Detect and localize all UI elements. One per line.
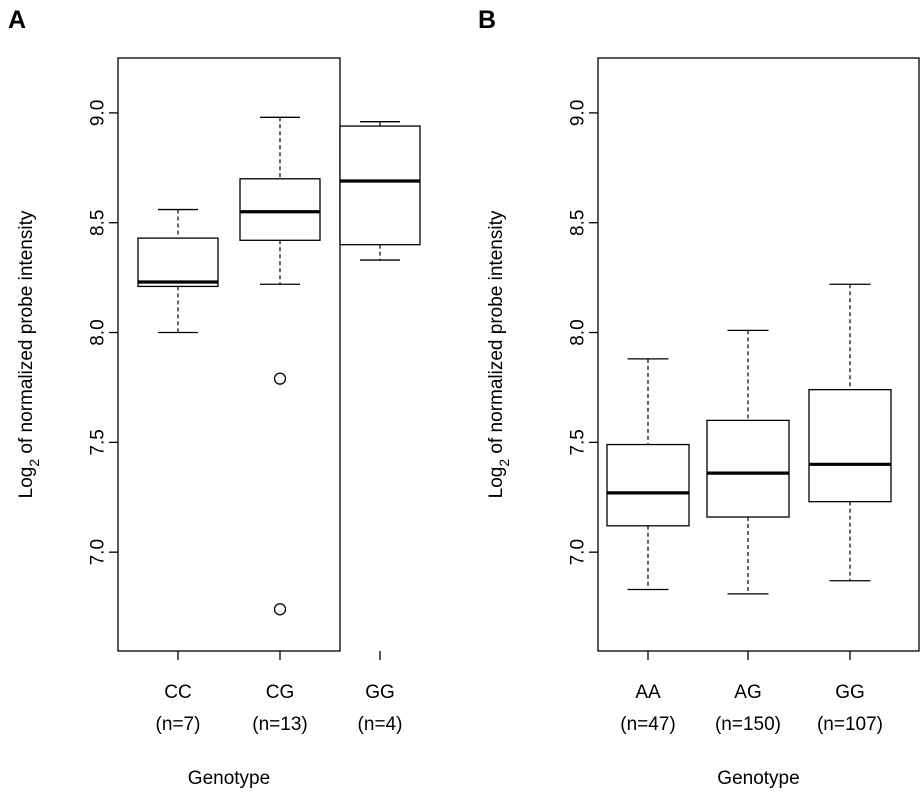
plot-frame <box>117 57 341 652</box>
y-tick-label: 8.0 <box>88 319 109 345</box>
x-category-label: CC <box>164 682 191 703</box>
y-axis-title: Log2 of normalized probe intensity <box>16 210 43 498</box>
x-category-label: AA <box>635 682 661 703</box>
iqr-box <box>606 443 690 527</box>
box-gg: GG (n=107) <box>808 283 892 735</box>
box-gg: GG (n=4) <box>339 121 421 735</box>
x-category-count: (n=4) <box>358 714 403 735</box>
y-axis-title-subscript: 2 <box>26 459 42 467</box>
y-tick-label: 7.5 <box>568 429 589 455</box>
x-category-count: (n=13) <box>252 714 307 735</box>
x-category-label: GG <box>835 682 865 703</box>
x-axis-title: Genotype <box>188 768 270 789</box>
y-axis-title: Log2 of normalized probe intensity <box>486 210 513 498</box>
box-cc: CC (n=7) <box>137 208 219 735</box>
y-tick-label: 9.0 <box>568 100 589 126</box>
outlier-point <box>273 603 287 616</box>
plot-frame <box>597 57 920 652</box>
y-tick-label: 9.0 <box>88 100 109 126</box>
iqr-box <box>239 178 321 241</box>
box-aa: AA (n=47) <box>606 358 690 735</box>
iqr-box <box>339 125 421 246</box>
x-category-count: (n=7) <box>156 714 201 735</box>
outlier-point <box>273 372 287 385</box>
y-tick-label: 7.0 <box>568 539 589 565</box>
chart-panel-b: B 7.0 7.5 8.0 8.5 9.0 Log2 of normalized probe… <box>478 6 920 789</box>
y-tick-label: 7.0 <box>88 539 109 565</box>
iqr-box <box>137 237 219 288</box>
x-category-label: AG <box>734 682 761 703</box>
y-tick-label: 7.5 <box>88 429 109 455</box>
panel-label: B <box>478 6 496 34</box>
x-category-label: CG <box>266 682 295 703</box>
chart-panel-a: A 7.0 7.5 8.0 8.5 9.0 Log2 of normalized probe… <box>8 6 421 789</box>
y-tick-label: 8.5 <box>88 210 109 236</box>
x-category-count: (n=107) <box>817 714 883 735</box>
y-axis-title-subscript: 2 <box>496 459 512 467</box>
y-axis-title-main: Log <box>16 467 37 499</box>
y-axis-title-rest: of normalized probe intensity <box>486 210 507 459</box>
iqr-box <box>706 419 790 518</box>
x-category-count: (n=150) <box>715 714 781 735</box>
y-tick-label: 8.0 <box>568 319 589 345</box>
x-axis-title: Genotype <box>717 768 799 789</box>
x-category-label: GG <box>365 682 395 703</box>
x-category-count: (n=47) <box>620 714 675 735</box>
y-axis-title-rest: of normalized probe intensity <box>16 210 37 459</box>
iqr-box <box>808 388 892 503</box>
box-cg: CG (n=13) <box>239 116 321 735</box>
y-tick-label: 8.5 <box>568 210 589 236</box>
box-ag: AG (n=150) <box>706 329 790 735</box>
panel-label: A <box>8 6 26 34</box>
y-axis-title-main: Log <box>486 467 507 499</box>
